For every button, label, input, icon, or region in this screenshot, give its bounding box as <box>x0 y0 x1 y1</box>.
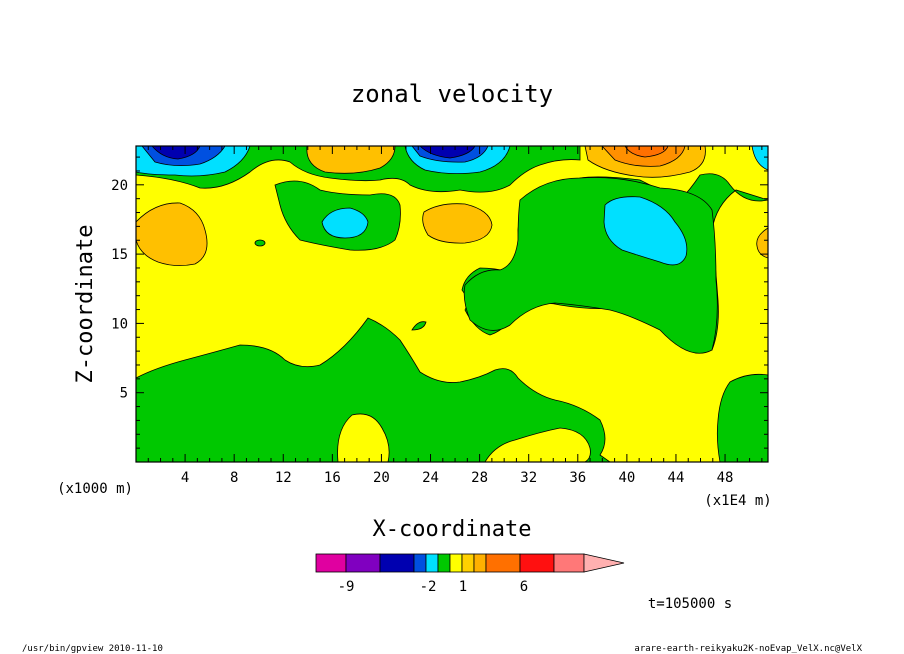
x-tick-label: 44 <box>668 470 685 486</box>
y-tick-label: 10 <box>111 316 128 332</box>
colorbar <box>315 553 625 573</box>
colorbar-swatch <box>485 553 521 573</box>
contour-orange-right-edge <box>756 227 768 259</box>
contour-cyan-mid <box>321 207 369 239</box>
colorbar-label: -2 <box>420 579 437 595</box>
colorbar-label: -9 <box>338 579 355 595</box>
contour-cyan-top-right-edge <box>751 146 768 171</box>
colorbar-swatch <box>449 553 463 573</box>
x-tick-label: 8 <box>230 470 238 486</box>
colorbar-swatch <box>437 553 451 573</box>
colorbar-label: 1 <box>459 579 467 595</box>
colorbar-swatch <box>315 553 347 573</box>
x-axis: 4 8 12 16 20 24 28 32 36 40 44 48 <box>147 146 763 486</box>
contour-orange-mid <box>422 203 493 244</box>
colorbar-labels: -9 -2 1 6 <box>338 579 529 595</box>
colorbar-swatch <box>379 553 415 573</box>
colorbar-swatch <box>519 553 555 573</box>
y-axis: 5 10 15 20 <box>111 156 768 449</box>
x-tick-label: 24 <box>422 470 439 486</box>
colorbar-swatch <box>345 553 381 573</box>
contour-field <box>136 146 768 462</box>
contour-yellow-bottom-pocket-2 <box>484 427 591 462</box>
contour-green-bottom <box>136 317 611 462</box>
x-tick-label: 20 <box>373 470 390 486</box>
y-tick-label: 20 <box>111 178 128 194</box>
x-tick-label: 12 <box>275 470 292 486</box>
contour-green-right-column <box>716 373 768 462</box>
contour-yellow-bottom-pocket <box>337 413 390 462</box>
contour-orange-top-mid <box>306 146 396 174</box>
contour-speck-2 <box>411 321 427 331</box>
chart-title: zonal velocity <box>351 80 553 108</box>
x-tick-label: 36 <box>569 470 586 486</box>
colorbar-extension <box>583 553 625 573</box>
plot-frame <box>135 145 769 463</box>
x-unit-left: (x1000 m) <box>57 481 133 497</box>
time-label: t=105000 s <box>648 596 732 612</box>
contour-speck-1 <box>254 239 266 247</box>
footer-left: /usr/bin/gpview 2010-11-10 <box>22 644 163 654</box>
x-tick-label: 48 <box>717 470 734 486</box>
x-tick-label: 4 <box>181 470 189 486</box>
y-axis-label: Z-coordinate <box>73 225 98 384</box>
x-unit-right: (x1E4 m) <box>704 493 771 509</box>
colorbar-swatch <box>413 553 427 573</box>
x-tick-label: 40 <box>618 470 635 486</box>
colorbar-swatch <box>473 553 487 573</box>
contour-orange-top-right-core <box>624 146 669 158</box>
y-tick-label: 5 <box>120 386 128 402</box>
contour-dark-blue-top-mid <box>419 146 476 159</box>
x-tick-label: 16 <box>324 470 341 486</box>
contour-orange-left <box>136 202 208 266</box>
colorbar-swatch <box>461 553 475 573</box>
x-tick-label: 32 <box>520 470 537 486</box>
colorbar-swatch <box>553 553 585 573</box>
colorbar-swatch <box>425 553 439 573</box>
y-tick-label: 15 <box>111 247 128 263</box>
x-axis-label: X-coordinate <box>373 517 532 542</box>
colorbar-label: 6 <box>520 579 528 595</box>
contour-dark-blue-top-left <box>151 146 201 160</box>
contour-cyan-right <box>603 196 688 266</box>
x-tick-label: 28 <box>471 470 488 486</box>
footer-right: arare-earth-reikyaku2K-noEvap_VelX.nc@Ve… <box>634 644 862 654</box>
